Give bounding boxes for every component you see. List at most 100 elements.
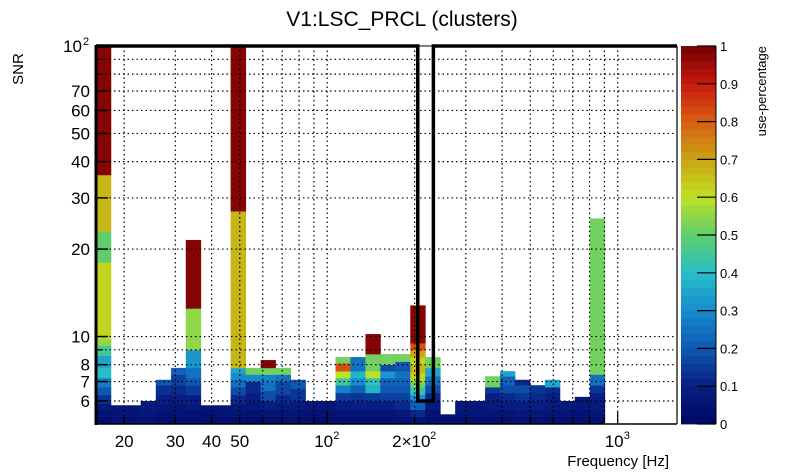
heatmap-cell — [380, 392, 396, 402]
heatmap-cell — [395, 361, 411, 372]
colorbar-segment — [681, 408, 716, 417]
heatmap-cell — [185, 403, 202, 410]
heatmap-cell — [514, 400, 531, 410]
colorbar-tick-label: 0.2 — [720, 341, 738, 356]
colorbar-segment — [681, 129, 716, 138]
colorbar-segment — [681, 53, 716, 62]
heatmap-cell — [365, 377, 381, 386]
colorbar-segment — [681, 98, 716, 107]
heatmap-cell — [305, 416, 321, 425]
heatmap-cell — [350, 385, 366, 394]
heatmap-cell — [96, 387, 112, 396]
heatmap-cell — [574, 396, 591, 410]
heatmap-cell — [559, 409, 576, 417]
heatmap-cell — [485, 400, 501, 410]
heatmap-cell — [365, 400, 381, 410]
heatmap-cell — [171, 416, 187, 425]
heatmap-cell — [155, 403, 172, 410]
colorbar-segment — [681, 204, 716, 213]
x-tick-label: 10 — [314, 432, 333, 451]
heatmap-cell — [260, 367, 276, 375]
heatmap-cell — [529, 385, 546, 394]
heatmap-cell — [96, 174, 112, 232]
heatmap-cell — [485, 409, 501, 417]
heatmap-cell — [589, 392, 606, 402]
heatmap-cell — [589, 218, 606, 362]
heatmap-cell — [275, 409, 291, 417]
colorbar-tick-label: 0 — [720, 417, 727, 432]
heatmap-cell — [96, 377, 112, 388]
y-tick-label: 8 — [81, 356, 90, 375]
heatmap-cell — [171, 394, 187, 404]
heatmap-cell — [245, 381, 262, 394]
heatmap-cell — [230, 46, 247, 212]
heatmap-cell — [395, 400, 411, 410]
heatmap-cell — [230, 367, 247, 374]
x-tick-label: 40 — [202, 432, 221, 451]
colorbar-segment — [681, 371, 716, 380]
colorbar-segment — [681, 386, 716, 395]
x-tick-label-exponent: 2 — [430, 430, 436, 442]
heatmap-cell — [275, 400, 291, 410]
heatmap-cell — [380, 416, 396, 425]
heatmap-cell — [514, 409, 531, 417]
heatmap-cell — [245, 392, 262, 402]
colorbar-segment — [681, 83, 716, 92]
heatmap-cell — [260, 409, 276, 417]
heatmap-cell — [544, 400, 561, 410]
colorbar-segment — [681, 61, 716, 70]
heatmap-cell — [140, 416, 157, 425]
heatmap-cell — [470, 400, 486, 410]
heatmap-cell — [380, 385, 396, 394]
colorbar-segment — [681, 393, 716, 402]
heatmap-cell — [395, 354, 411, 362]
heatmap-cell — [96, 355, 112, 369]
grid-lines — [96, 46, 677, 424]
heatmap-cell — [96, 409, 112, 417]
heatmap-cell — [260, 390, 276, 402]
colorbar-segment — [681, 76, 716, 85]
heatmap-cell — [320, 400, 336, 410]
heatmap-cell — [440, 414, 456, 417]
heatmap-cell — [96, 367, 112, 379]
heatmap-cell — [171, 367, 187, 375]
heatmap-cell — [335, 377, 351, 386]
heatmap-cell — [470, 409, 486, 417]
heatmap-cell — [171, 409, 187, 417]
heatmap-cell — [171, 385, 187, 396]
colorbar-segment — [681, 174, 716, 183]
heatmap-cell — [395, 392, 411, 402]
heatmap-cell — [485, 392, 501, 402]
heatmap-cell — [485, 387, 501, 394]
heatmap-cell — [365, 385, 381, 394]
colorbar-segment — [681, 310, 716, 319]
heatmap-cell — [245, 416, 262, 425]
y-axis-label: SNR — [10, 53, 27, 85]
heatmap-cell — [514, 392, 531, 402]
heatmap-cell — [290, 400, 306, 410]
colorbar-tick-label: 0.3 — [720, 304, 738, 319]
heatmap-cell — [200, 416, 217, 425]
heatmap-cell — [245, 367, 262, 375]
colorbar-tick-label: 0.7 — [720, 152, 738, 167]
heatmap-cell — [335, 392, 351, 402]
heatmap-cell — [230, 394, 247, 404]
heatmap-cell — [155, 416, 172, 425]
heatmap-cell — [425, 409, 441, 417]
heatmap-cell — [365, 392, 381, 402]
heatmap-cell — [155, 379, 172, 386]
heatmap-cell — [260, 381, 276, 392]
x-tick-label: 20 — [115, 432, 134, 451]
heatmap-cell — [335, 363, 351, 372]
colorbar-segment — [681, 272, 716, 281]
highlight-outline — [96, 44, 677, 403]
chart-title: V1:LSC_PRCL (clusters) — [286, 8, 517, 31]
heatmap-cell — [440, 416, 456, 425]
colorbar-segment — [681, 91, 716, 100]
heatmap-cell — [589, 361, 606, 375]
heatmap-cell — [544, 409, 561, 417]
heatmap-cell — [529, 392, 546, 402]
heatmap-cell — [275, 374, 291, 382]
heatmap-cell — [350, 409, 366, 417]
colorbar-segment — [681, 159, 716, 168]
